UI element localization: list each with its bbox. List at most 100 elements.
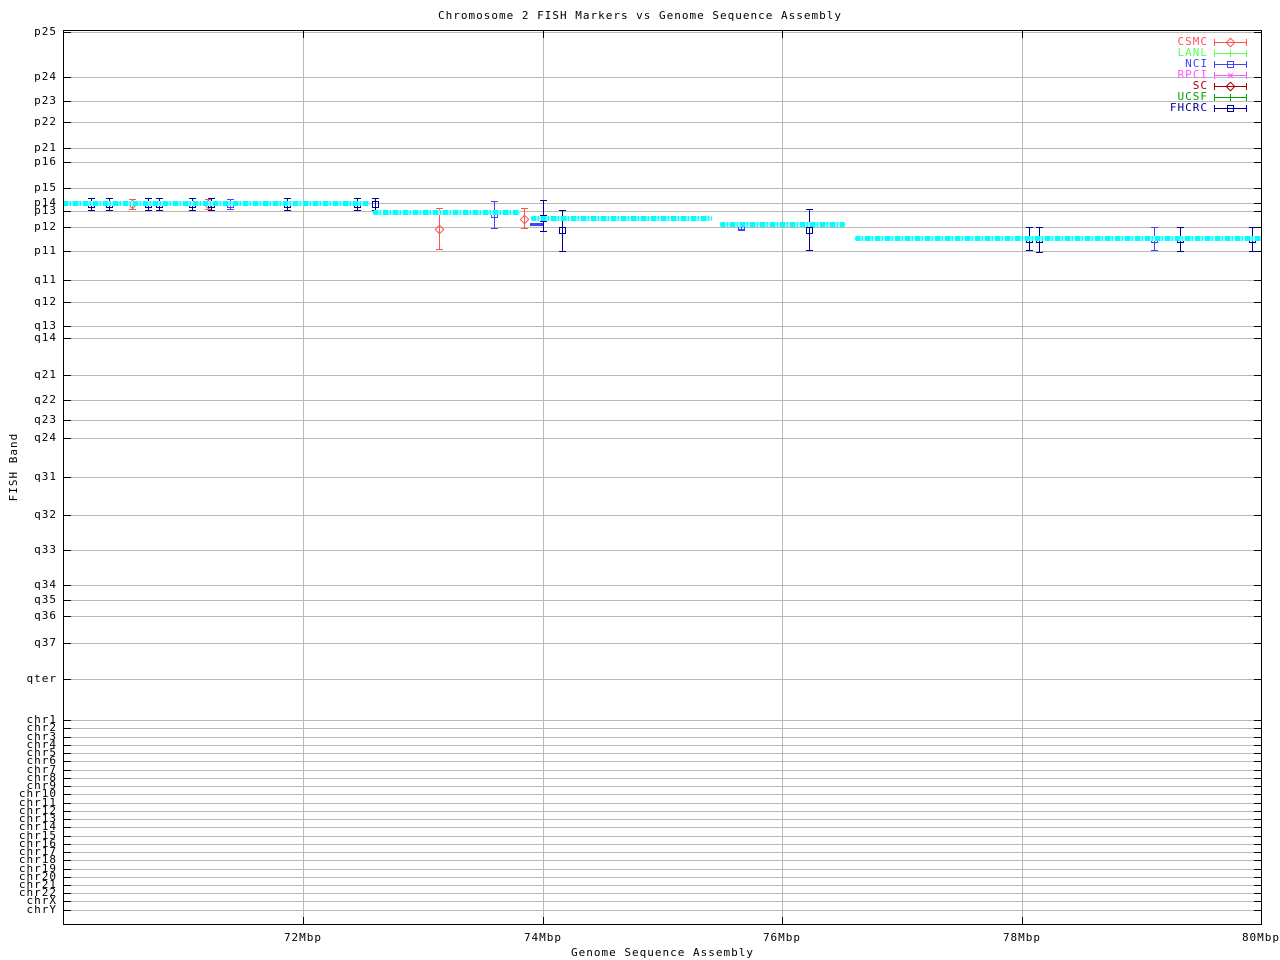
legend-sample-cap bbox=[1214, 61, 1215, 68]
assembly-band-segment bbox=[373, 210, 520, 215]
legend-label-lanl: LANL bbox=[1177, 46, 1208, 59]
y-tick-label: chr20 bbox=[18, 870, 57, 883]
marker-csmc-cap-bottom bbox=[205, 209, 212, 210]
y-axis-tick-left bbox=[64, 877, 71, 878]
y-tick-label: chr22 bbox=[18, 886, 57, 899]
y-grid-line bbox=[63, 852, 1262, 853]
y-tick-label: p14 bbox=[34, 196, 57, 209]
marker-fhcrc-point bbox=[806, 227, 813, 234]
y-tick-label: chr13 bbox=[18, 812, 57, 825]
y-axis-tick-right bbox=[1254, 893, 1261, 894]
y-axis-tick-right bbox=[1254, 852, 1261, 853]
y-tick-label: chr3 bbox=[26, 730, 57, 743]
y-axis-tick-right bbox=[1254, 600, 1261, 601]
y-axis-tick-left bbox=[64, 326, 71, 327]
y-tick-label: p22 bbox=[34, 115, 57, 128]
y-axis-tick-right bbox=[1254, 753, 1261, 754]
y-axis-tick-left bbox=[64, 778, 71, 779]
legend-sample-point bbox=[1230, 50, 1231, 57]
y-tick-label: q32 bbox=[34, 508, 57, 521]
assembly-band-segment bbox=[63, 201, 370, 206]
marker-fhcrc-cap-bottom bbox=[156, 210, 163, 211]
y-tick-label: p11 bbox=[34, 244, 57, 257]
y-grid-line bbox=[63, 761, 1262, 762]
y-tick-label: chrY bbox=[26, 903, 57, 916]
marker-fhcrc-errorbar bbox=[375, 198, 376, 210]
y-axis-tick-right bbox=[1254, 869, 1261, 870]
y-axis-tick-left bbox=[64, 280, 71, 281]
y-grid-line bbox=[63, 803, 1262, 804]
x-axis-tick-bottom bbox=[1261, 917, 1262, 924]
legend-sample-cap bbox=[1214, 72, 1215, 79]
y-axis-tick-right bbox=[1254, 280, 1261, 281]
y-axis-tick-right bbox=[1254, 860, 1261, 861]
y-tick-label: chr18 bbox=[18, 853, 57, 866]
y-tick-label: chr12 bbox=[18, 804, 57, 817]
y-axis-tick-left bbox=[64, 728, 71, 729]
marker-csmc-cap-top bbox=[205, 199, 212, 200]
y-axis-tick-left bbox=[64, 827, 71, 828]
y-axis-tick-left bbox=[64, 400, 71, 401]
y-grid-line bbox=[63, 600, 1262, 601]
x-axis-title: Genome Sequence Assembly bbox=[571, 946, 754, 959]
y-grid-line bbox=[63, 877, 1262, 878]
y-axis-tick-left bbox=[64, 515, 71, 516]
y-axis-tick-right bbox=[1254, 101, 1261, 102]
y-axis-tick-right bbox=[1254, 162, 1261, 163]
marker-fhcrc-cap-top bbox=[372, 198, 379, 199]
marker-csmc-errorbar bbox=[439, 208, 440, 249]
y-grid-line bbox=[63, 753, 1262, 754]
y-axis-tick-right bbox=[1254, 77, 1261, 78]
legend-sample-cap bbox=[1214, 39, 1215, 46]
assembly-band-segment bbox=[720, 222, 845, 227]
marker-fhcrc-cap-top bbox=[1177, 227, 1184, 228]
y-axis-tick-right bbox=[1254, 515, 1261, 516]
marker-fhcrc-cap-bottom bbox=[106, 210, 113, 211]
y-axis-tick-left bbox=[64, 188, 71, 189]
y-tick-label: q31 bbox=[34, 470, 57, 483]
y-axis-tick-left bbox=[64, 227, 71, 228]
marker-fhcrc-cap-top bbox=[540, 200, 547, 201]
y-axis-tick-left bbox=[64, 162, 71, 163]
x-axis-tick-top bbox=[303, 31, 304, 38]
y-axis-tick-right bbox=[1254, 761, 1261, 762]
legend-label-sc: SC bbox=[1192, 79, 1208, 92]
y-axis-tick-left bbox=[64, 753, 71, 754]
y-grid-line bbox=[63, 778, 1262, 779]
y-axis-tick-left bbox=[64, 211, 71, 212]
y-tick-label: chr21 bbox=[18, 878, 57, 891]
legend-sample-line bbox=[1214, 42, 1247, 43]
x-axis-tick-bottom bbox=[1022, 917, 1023, 924]
y-axis-tick-left bbox=[64, 720, 71, 721]
x-grid-line bbox=[543, 30, 544, 925]
y-axis-tick-left bbox=[64, 600, 71, 601]
marker-fhcrc-cap-top bbox=[106, 198, 113, 199]
y-tick-label: qter bbox=[26, 672, 57, 685]
y-axis-tick-right bbox=[1254, 910, 1261, 911]
y-axis-tick-right bbox=[1254, 720, 1261, 721]
y-axis-tick-left bbox=[64, 836, 71, 837]
y-tick-label: q21 bbox=[34, 368, 57, 381]
y-grid-line bbox=[63, 375, 1262, 376]
y-axis-tick-right bbox=[1254, 770, 1261, 771]
y-axis-tick-left bbox=[64, 786, 71, 787]
marker-fhcrc-cap-top bbox=[1036, 227, 1043, 228]
y-grid-line bbox=[63, 616, 1262, 617]
marker-fhcrc-cap-bottom bbox=[806, 250, 813, 251]
y-axis-tick-left bbox=[64, 860, 71, 861]
y-tick-label: q37 bbox=[34, 636, 57, 649]
y-axis-tick-left bbox=[64, 770, 71, 771]
legend-sample-cap bbox=[1246, 83, 1247, 90]
marker-fhcrc-cap-bottom bbox=[284, 210, 291, 211]
y-tick-label: chr15 bbox=[18, 829, 57, 842]
y-axis-tick-left bbox=[64, 679, 71, 680]
y-grid-line bbox=[63, 901, 1262, 902]
y-tick-label: q34 bbox=[34, 578, 57, 591]
y-axis-tick-left bbox=[64, 869, 71, 870]
legend-sample-point bbox=[1230, 94, 1231, 101]
legend-sample-cap bbox=[1246, 72, 1247, 79]
y-tick-label: q36 bbox=[34, 609, 57, 622]
y-axis-tick-left bbox=[64, 338, 71, 339]
y-grid-line bbox=[63, 770, 1262, 771]
y-grid-line bbox=[63, 737, 1262, 738]
